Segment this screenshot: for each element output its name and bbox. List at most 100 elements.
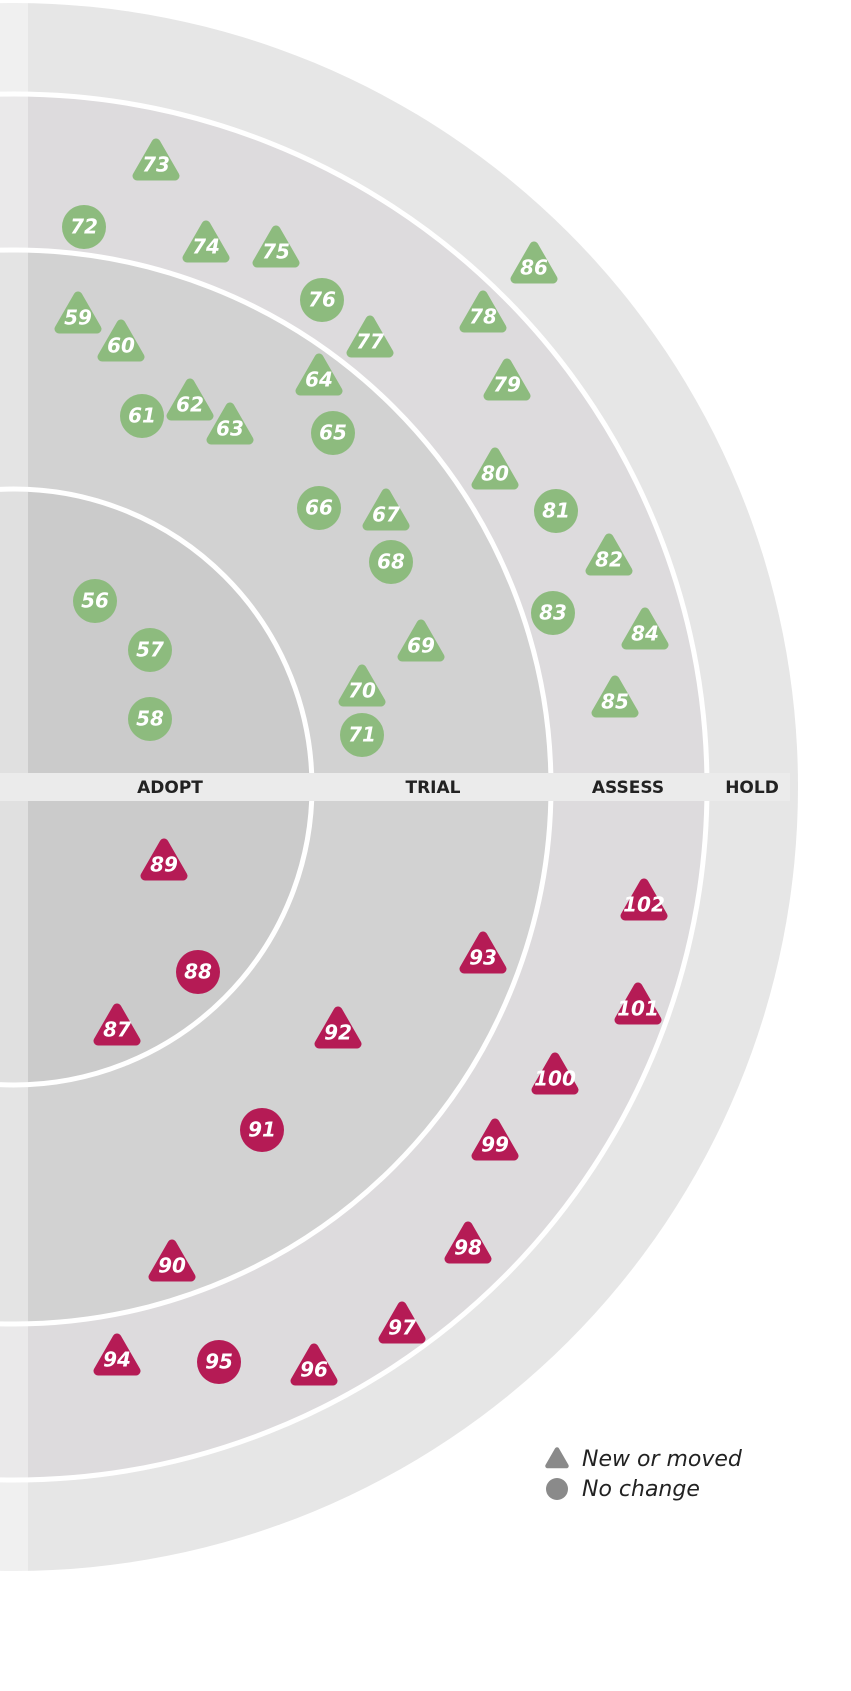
blip-label: 82	[595, 548, 623, 572]
blip	[338, 664, 386, 707]
label-band	[0, 773, 790, 801]
blip-label: 75	[262, 240, 290, 264]
blip	[62, 205, 106, 249]
blip	[140, 838, 188, 881]
blip	[314, 1006, 362, 1049]
blip	[483, 358, 531, 401]
blip	[362, 488, 410, 531]
blip-label: 92	[324, 1021, 352, 1045]
blip	[510, 241, 558, 284]
blip	[621, 607, 669, 650]
blip-label: 56	[81, 589, 109, 613]
blip	[534, 489, 578, 533]
blip-label: 101	[617, 997, 659, 1021]
blip-label: 78	[469, 305, 497, 329]
blip	[206, 402, 254, 445]
blip-label: 74	[192, 235, 220, 259]
blip-label: 79	[493, 373, 521, 397]
legend-label: No change	[582, 1477, 700, 1502]
ring-label: ASSESS	[592, 778, 664, 798]
blip-label: 100	[534, 1067, 576, 1091]
blip	[311, 411, 355, 455]
blip-label: 64	[305, 368, 333, 392]
ring-label: ADOPT	[137, 778, 203, 798]
blip	[591, 675, 639, 718]
blip-label: 97	[388, 1316, 416, 1340]
blip	[290, 1343, 338, 1386]
blip	[252, 225, 300, 268]
blip	[297, 486, 341, 530]
blip	[73, 579, 117, 623]
blip	[614, 982, 662, 1025]
blip	[378, 1301, 426, 1344]
blip-label: 68	[377, 550, 405, 574]
blip	[471, 1118, 519, 1161]
blip	[459, 931, 507, 974]
blip	[585, 533, 633, 576]
blip-label: 66	[305, 496, 333, 520]
blip-label: 71	[348, 723, 376, 747]
blip	[340, 713, 384, 757]
legend-label: New or moved	[582, 1447, 743, 1472]
blip-label: 81	[542, 499, 570, 523]
blip-label: 90	[158, 1254, 186, 1278]
blip-label: 61	[128, 404, 156, 428]
blip	[93, 1333, 141, 1376]
blip	[444, 1221, 492, 1264]
blip	[397, 619, 445, 662]
blip-label: 96	[300, 1358, 328, 1382]
blip-label: 76	[308, 288, 336, 312]
blip-label: 83	[539, 601, 567, 625]
ring-label: HOLD	[725, 778, 779, 798]
blip	[459, 290, 507, 333]
blip	[93, 1003, 141, 1046]
blip	[54, 291, 102, 334]
legend-icon	[546, 1478, 568, 1500]
blip	[240, 1108, 284, 1152]
blip	[531, 591, 575, 635]
blip-label: 73	[142, 153, 170, 177]
blip	[128, 697, 172, 741]
blip	[128, 628, 172, 672]
blip-label: 59	[64, 306, 92, 330]
legend-icon	[545, 1447, 569, 1469]
blip	[148, 1239, 196, 1282]
blip-label: 72	[70, 215, 98, 239]
left-strip	[0, 0, 28, 1691]
blip-label: 58	[136, 707, 164, 731]
blip-label: 63	[216, 417, 244, 441]
blip-label: 84	[631, 622, 659, 646]
blip-label: 89	[150, 853, 178, 877]
blip-label: 80	[481, 462, 509, 486]
blip	[531, 1052, 579, 1095]
blip	[471, 447, 519, 490]
blip	[176, 950, 220, 994]
blip-label: 65	[319, 421, 347, 445]
blip	[182, 220, 230, 263]
blip-label: 67	[372, 503, 400, 527]
blip-label: 77	[356, 330, 384, 354]
blip-label: 62	[176, 393, 204, 417]
blip-label: 88	[184, 960, 212, 984]
blip-label: 86	[520, 256, 548, 280]
blip-label: 69	[407, 634, 435, 658]
blip-label: 70	[348, 679, 376, 703]
blip-label: 85	[601, 690, 629, 714]
blip	[346, 315, 394, 358]
blip	[197, 1340, 241, 1384]
blip	[300, 278, 344, 322]
blip	[120, 394, 164, 438]
blip	[369, 540, 413, 584]
ring-label: TRIAL	[405, 778, 460, 798]
blip-label: 95	[205, 1350, 233, 1374]
blip	[295, 353, 343, 396]
blip-label: 102	[623, 893, 665, 917]
blip	[132, 138, 180, 181]
blip-label: 91	[248, 1118, 276, 1142]
blip-label: 87	[103, 1018, 131, 1042]
blip-label: 94	[103, 1348, 131, 1372]
blip-label: 99	[481, 1133, 509, 1157]
blip	[620, 878, 668, 921]
